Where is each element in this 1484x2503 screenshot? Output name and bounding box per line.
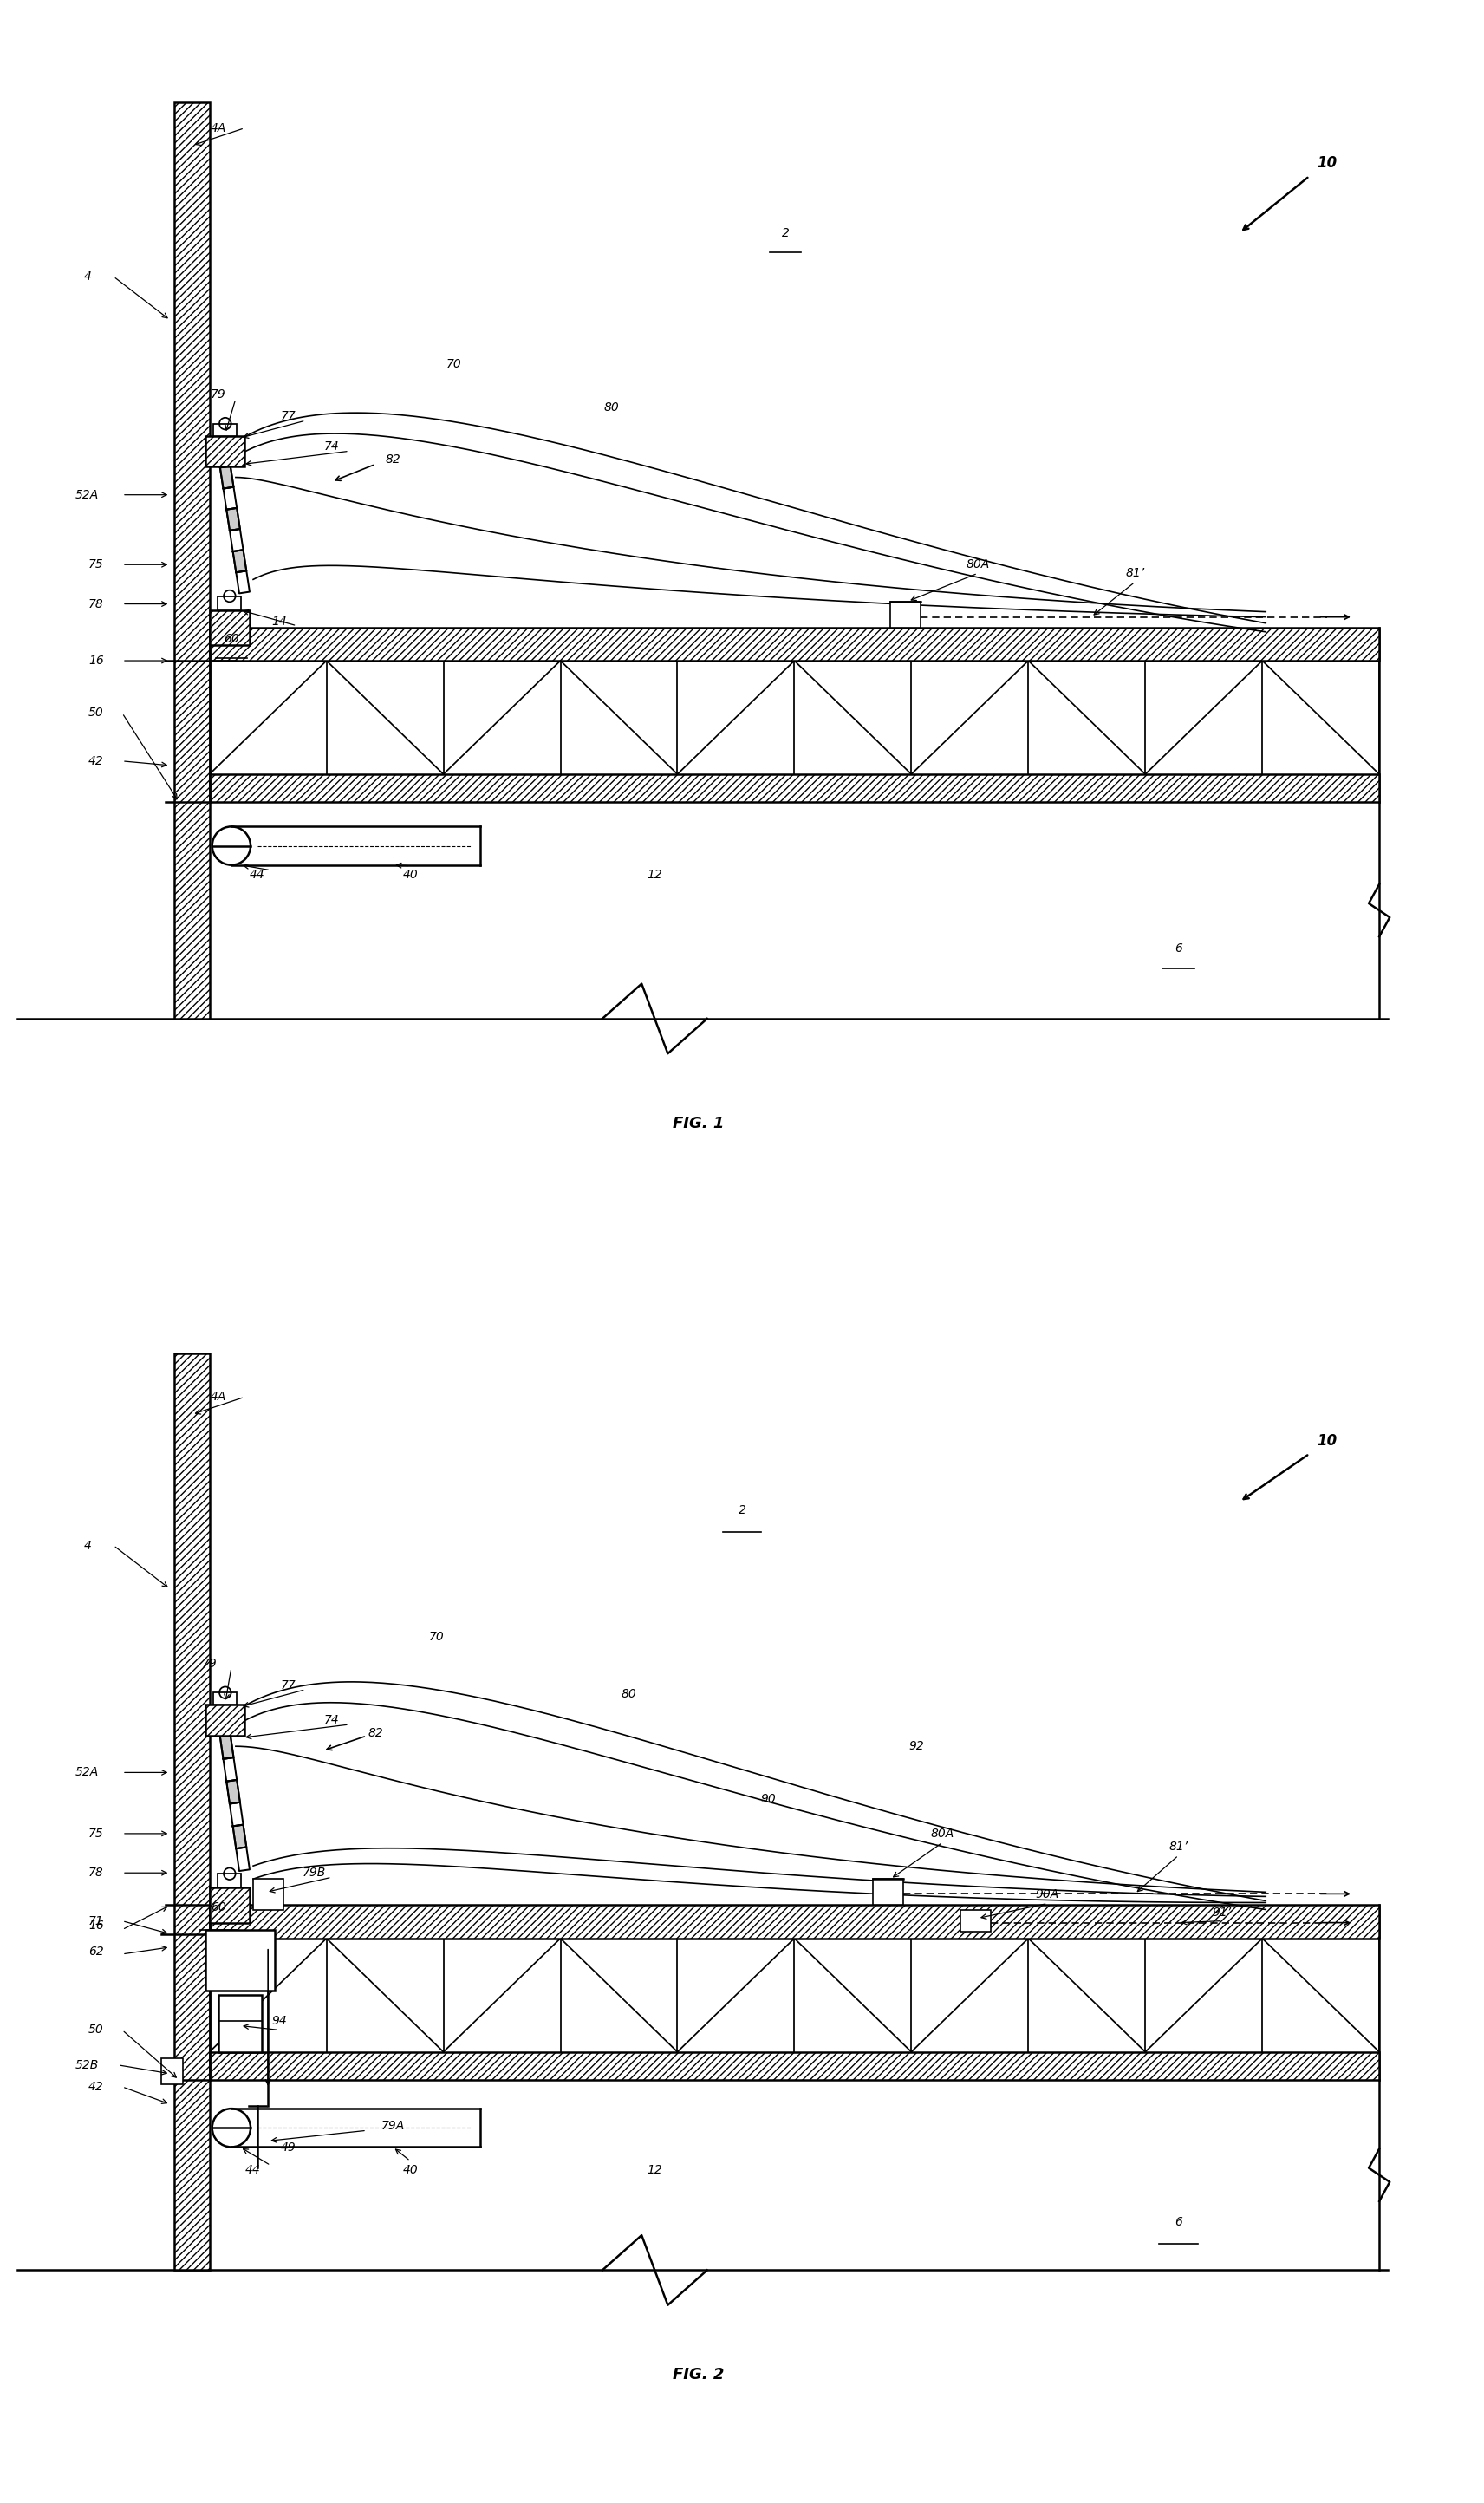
Bar [209,773,1379,801]
Text: 75: 75 [89,558,104,571]
Bar [209,2052,1379,2080]
Text: 74: 74 [324,1715,340,1727]
Text: 94: 94 [272,2015,286,2027]
Text: 78: 78 [89,598,104,611]
Text: 42: 42 [89,2080,104,2093]
Text: 60: 60 [224,633,239,646]
Bar [209,773,1379,801]
Text: 44: 44 [245,2163,261,2175]
Text: 91’: 91’ [1212,1907,1232,1917]
Text: 10: 10 [1316,155,1337,170]
Text: 49: 49 [280,2143,295,2155]
Polygon shape [220,1735,233,1760]
Polygon shape [227,1780,240,1805]
Text: 6: 6 [1175,944,1183,954]
Text: 50: 50 [89,706,104,718]
Text: 4: 4 [83,1539,91,1552]
Text: 12: 12 [647,2163,662,2175]
Text: 52A: 52A [76,488,99,501]
Bar [209,1887,249,1922]
Bar [206,436,245,466]
Text: 80: 80 [604,400,619,413]
Bar [205,1930,275,1990]
Bar [218,596,242,611]
Polygon shape [233,551,246,573]
Bar [218,1995,261,2052]
Text: 52B: 52B [76,2060,99,2070]
Polygon shape [220,466,233,488]
Text: 82: 82 [368,1727,383,1740]
Text: 4: 4 [83,270,91,283]
Bar [890,601,922,628]
Text: 79A: 79A [381,2120,405,2133]
Text: 82: 82 [386,453,401,466]
Bar [209,1905,1379,1937]
Bar [206,1705,245,1735]
Bar [175,1354,209,2270]
Bar [214,1692,237,1705]
Text: 79B: 79B [303,1867,326,1880]
Text: 52A: 52A [76,1767,99,1780]
Bar [218,1875,242,1887]
Bar [209,628,1379,661]
Text: 79: 79 [211,388,226,400]
Text: 77: 77 [280,1680,295,1692]
Bar [209,611,249,646]
Text: 16: 16 [89,1920,104,1932]
Text: 80: 80 [620,1687,637,1700]
Bar [873,1880,904,1905]
Text: 81’: 81’ [1169,1840,1189,1852]
Text: 80A: 80A [930,1827,954,1840]
Bar [206,436,245,466]
Text: 10: 10 [1316,1432,1337,1449]
Text: 42: 42 [89,756,104,766]
Text: 78: 78 [89,1867,104,1880]
Text: 90A: 90A [1036,1890,1060,1900]
Text: FIG. 1: FIG. 1 [672,1116,724,1131]
Text: 2: 2 [738,1504,746,1517]
Bar [209,611,249,646]
Text: 81’: 81’ [1125,568,1144,578]
Text: 60: 60 [211,1902,226,1915]
Text: 75: 75 [89,1827,104,1840]
Text: 71: 71 [89,1915,104,1927]
Bar [209,628,1379,661]
Text: 2: 2 [782,228,789,238]
Bar [214,423,237,436]
Bar [175,1354,209,2270]
Text: 92: 92 [908,1740,925,1752]
Text: 12: 12 [647,869,662,881]
Bar [162,2057,184,2085]
Text: 44: 44 [249,869,266,881]
Bar [209,2052,1379,2080]
Text: 4A: 4A [211,1392,226,1404]
Text: 74: 74 [324,441,340,453]
Bar [254,1880,283,1910]
Text: 80A: 80A [966,558,990,571]
Bar [206,1705,245,1735]
Text: 90: 90 [760,1792,776,1805]
Bar [209,1905,1379,1937]
Text: 14: 14 [272,616,286,628]
Polygon shape [227,508,240,531]
Text: 4A: 4A [211,123,226,135]
Text: 62: 62 [89,1945,104,1957]
Text: 70: 70 [447,358,462,370]
Bar [209,1887,249,1922]
Text: 79: 79 [202,1657,217,1670]
Polygon shape [233,1825,246,1850]
Text: 70: 70 [429,1632,444,1642]
Bar [960,1910,991,1932]
Text: 40: 40 [402,2163,418,2175]
Text: 77: 77 [280,410,295,423]
Bar [175,103,209,1019]
Text: 50: 50 [89,2025,104,2035]
Bar [175,103,209,1019]
Text: 40: 40 [402,869,418,881]
Text: FIG. 2: FIG. 2 [672,2368,724,2383]
Text: 16: 16 [89,656,104,666]
Text: 6: 6 [1175,2215,1183,2228]
